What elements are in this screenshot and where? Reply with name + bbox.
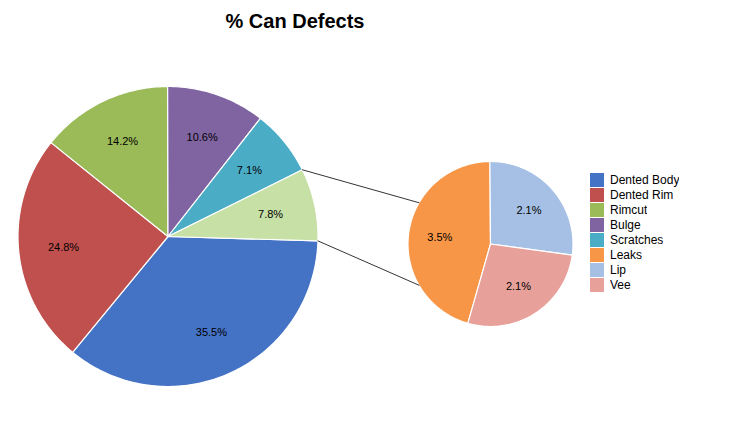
html-text:Bulge: Bulge (610, 218, 641, 232)
svg-text:7.1%: 7.1% (237, 164, 262, 176)
html-text:Scratches: Scratches (610, 233, 664, 247)
svg-text:7.8%: 7.8% (258, 208, 283, 220)
svg-text:10.6%: 10.6% (187, 131, 218, 143)
html-text:Vee: Vee (610, 278, 631, 292)
svg-text:2.1%: 2.1% (506, 280, 531, 292)
svg-text:35.5%: 35.5% (196, 326, 227, 338)
html-text:Lip: Lip (610, 263, 626, 277)
svg-text:24.8%: 24.8% (48, 241, 79, 253)
html-text:Dented Rim: Dented Rim (610, 188, 674, 202)
html-text:Leaks: Leaks (610, 248, 642, 262)
svg-text:14.2%: 14.2% (107, 135, 138, 147)
html-text:Rimcut: Rimcut (610, 203, 648, 217)
svg-text:3.5%: 3.5% (427, 231, 452, 243)
svg-text:2.1%: 2.1% (516, 204, 541, 216)
html-text:Dented Body: Dented Body (610, 173, 680, 187)
html-text:% Can Defects: % Can Defects (225, 10, 365, 32)
